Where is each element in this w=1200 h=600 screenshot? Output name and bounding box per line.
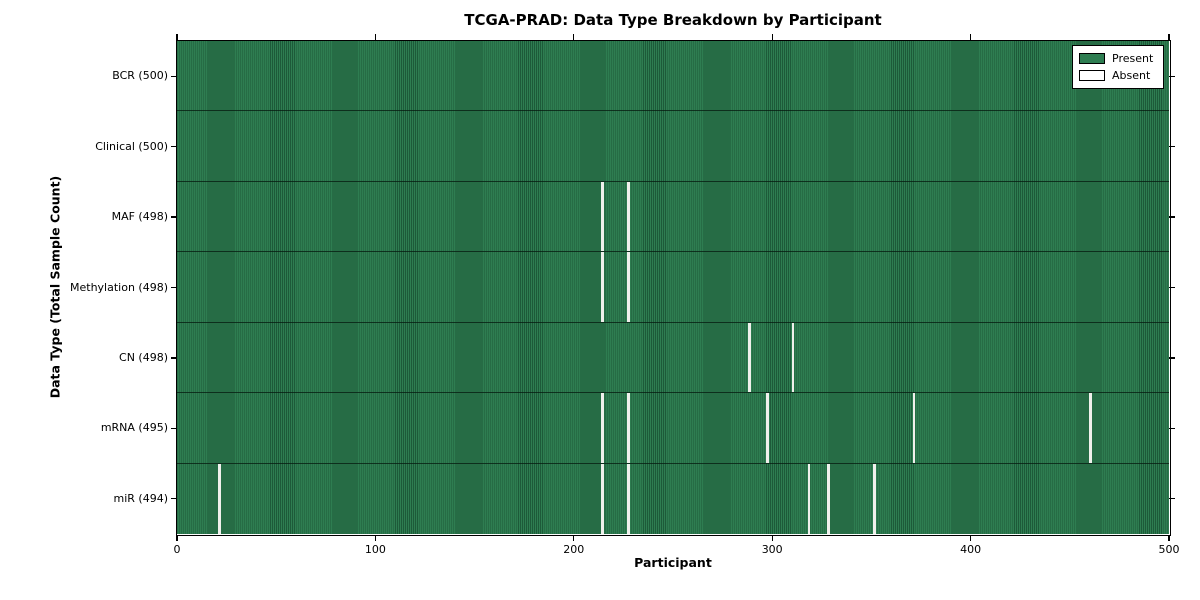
absent-gap (791, 322, 795, 393)
y-tick-mark (1169, 357, 1175, 359)
heatmap-row-bcr (177, 41, 1169, 112)
y-tick-mark (171, 75, 177, 77)
absent-gap (626, 252, 630, 322)
absent-gap (827, 463, 831, 534)
heatmap-row-cn (177, 322, 1169, 394)
absent-gap (601, 393, 604, 463)
y-tick-mark (1169, 216, 1175, 218)
chart-title: TCGA-PRAD: Data Type Breakdown by Partic… (464, 11, 882, 29)
x-tick-mark (176, 34, 178, 40)
x-tick-mark (374, 535, 377, 541)
y-tick-label: Clinical (500) (95, 139, 168, 153)
x-tick-mark (176, 535, 178, 541)
absent-gap (807, 463, 811, 534)
y-tick-label: miR (494) (113, 491, 169, 505)
x-tick-label: 0 (173, 543, 181, 556)
heatmap-row-clinical (177, 111, 1169, 182)
x-tick-label: 300 (761, 543, 783, 556)
y-tick-mark (1169, 75, 1175, 77)
absent-gap (626, 393, 630, 463)
heatmap-row-mrna (177, 393, 1169, 464)
absent-gap (912, 393, 916, 463)
x-tick-label: 500 (1158, 543, 1180, 556)
y-tick-label: BCR (500) (112, 69, 168, 83)
x-tick-mark (1168, 34, 1170, 40)
absent-gap (218, 463, 222, 534)
legend-label-absent: Absent (1112, 69, 1151, 82)
absent-gap (601, 181, 604, 252)
absent-swatch-icon (1079, 70, 1105, 81)
absent-gap (601, 252, 604, 322)
absent-gap (765, 393, 769, 463)
y-tick-mark (1169, 427, 1175, 430)
y-tick-mark (1169, 498, 1175, 500)
y-tick-label: mRNA (495) (100, 421, 168, 435)
y-tick-mark (171, 145, 177, 148)
y-tick-mark (171, 357, 177, 359)
y-tick-mark (171, 498, 177, 500)
x-tick-label: 200 (563, 543, 585, 556)
x-tick-mark (771, 34, 773, 40)
legend-item-present: Present (1079, 50, 1157, 67)
x-tick-mark (573, 34, 575, 40)
absent-gap (1089, 393, 1093, 463)
x-tick-mark (573, 535, 575, 541)
legend-item-absent: Absent (1079, 67, 1157, 84)
absent-gap (601, 463, 604, 534)
heatmap-row-mir (177, 463, 1169, 534)
absent-gap (872, 463, 876, 534)
heatmap-row-methylation (177, 252, 1169, 323)
x-tick-mark (969, 34, 972, 40)
y-tick-label: MAF (498) (111, 210, 168, 224)
y-tick-mark (171, 216, 177, 218)
x-tick-label: 400 (960, 543, 982, 556)
legend: Present Absent (1072, 45, 1164, 89)
present-swatch-icon (1079, 53, 1105, 64)
y-tick-mark (1169, 145, 1175, 148)
y-tick-mark (171, 286, 177, 289)
x-tick-mark (374, 34, 377, 40)
absent-gap (626, 463, 630, 534)
absent-gap (626, 181, 630, 252)
y-tick-mark (171, 427, 177, 430)
x-axis-label: Participant (634, 555, 712, 570)
x-tick-mark (1168, 535, 1170, 541)
heatmap-row-maf (177, 181, 1169, 253)
y-tick-mark (1169, 286, 1175, 289)
x-tick-mark (969, 535, 972, 541)
y-tick-label: Methylation (498) (70, 280, 168, 294)
x-tick-mark (771, 535, 773, 541)
x-tick-label: 100 (364, 543, 386, 556)
absent-gap (747, 322, 751, 393)
y-tick-label: CN (498) (119, 350, 168, 364)
legend-label-present: Present (1112, 52, 1154, 65)
